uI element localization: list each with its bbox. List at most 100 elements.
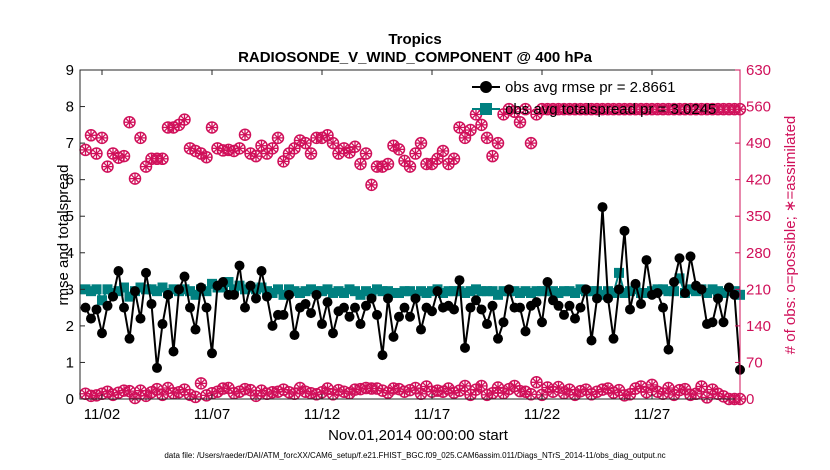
rmse-point xyxy=(146,298,157,309)
spread-point xyxy=(388,287,399,298)
obs-star-d2 xyxy=(224,383,233,393)
footnote: data file: /Users/raeder/DAI/ATM_forcXX/… xyxy=(164,451,665,460)
spread-point xyxy=(289,286,300,297)
rmse-point xyxy=(581,284,591,295)
y-left-tick-label: 9 xyxy=(66,62,74,79)
obs-star-d2 xyxy=(257,141,266,151)
spread-point xyxy=(399,286,410,297)
spread-point xyxy=(663,286,674,297)
x-tick-label: 11/27 xyxy=(634,406,670,423)
spread-point xyxy=(223,277,234,288)
spread-point xyxy=(685,284,696,295)
spread-point xyxy=(218,282,228,293)
spread-point xyxy=(240,284,250,295)
spread-point xyxy=(586,286,597,297)
rmse-point xyxy=(669,277,679,288)
rmse-point xyxy=(564,300,575,311)
obs-upper-point xyxy=(348,140,362,154)
spread-point xyxy=(333,286,344,297)
spread-point xyxy=(146,284,157,295)
rmse-point xyxy=(674,253,685,264)
rmse-point xyxy=(575,302,586,313)
y-left-tick-label: 6 xyxy=(66,172,74,189)
spread-point xyxy=(135,282,146,293)
obs-upper-point xyxy=(464,123,477,137)
spread-point xyxy=(515,287,525,298)
spread-point xyxy=(344,284,355,295)
obs-star-d2 xyxy=(460,381,470,391)
obs-star-d2 xyxy=(581,385,591,394)
spread-point xyxy=(630,284,641,295)
spread-point xyxy=(322,284,333,295)
obs-upper-point xyxy=(491,136,505,150)
obs-upper-point xyxy=(288,142,301,155)
y-right-tick-label: 280 xyxy=(746,245,771,262)
rmse-point xyxy=(366,293,377,304)
obs-star-d2 xyxy=(543,383,552,392)
y-left-tick-label: 0 xyxy=(66,391,74,408)
spread-point xyxy=(350,286,360,297)
spread-point xyxy=(405,286,415,297)
obs-star-d2 xyxy=(367,180,376,190)
rmse-point xyxy=(476,304,487,315)
obs-upper-point xyxy=(249,149,263,163)
rmse-point xyxy=(377,350,388,361)
rmse-point xyxy=(696,284,707,295)
obs-star-d2 xyxy=(493,138,503,148)
rmse-point xyxy=(460,342,470,353)
y-right-tick-label: 0 xyxy=(746,391,754,408)
spread-point xyxy=(449,286,459,297)
obs-upper-point xyxy=(365,178,378,192)
obs-star-d2 xyxy=(345,388,354,398)
spread-point xyxy=(559,286,569,297)
y-axis-left: 0 1 2 3 4 5 6 7 8 9 xyxy=(66,62,85,408)
rmse-point xyxy=(449,304,459,315)
rmse-point xyxy=(482,319,492,330)
rmse-point xyxy=(245,280,256,291)
rmse-point xyxy=(130,286,140,297)
obs-star-d2 xyxy=(570,390,580,400)
spread-point xyxy=(377,286,388,297)
spread-point xyxy=(443,286,454,297)
obs-upper-point xyxy=(392,143,406,156)
spread-point xyxy=(713,286,723,297)
obs-upper-point xyxy=(128,172,142,185)
obs-upper-point xyxy=(431,152,444,166)
obs-upper-point xyxy=(255,139,268,152)
obs-star-d2 xyxy=(361,149,371,158)
spread-point xyxy=(124,291,135,302)
obs-star-d2 xyxy=(350,142,360,152)
rmse-point xyxy=(86,313,96,324)
y-axis-right: 0 70 140 210 280 350 420 490 560 630 xyxy=(735,62,771,408)
obs-upper-point xyxy=(178,113,191,126)
obs-lower-point xyxy=(695,380,708,393)
obs-upper-point xyxy=(469,108,483,121)
chart-subtitle: RADIOSONDE_V_WIND_COMPONENT @ 400 hPa xyxy=(238,49,593,66)
spread-point xyxy=(542,286,553,297)
obs-upper-point xyxy=(508,105,521,119)
rmse-point xyxy=(570,313,580,324)
spread-point xyxy=(564,286,575,297)
spread-point xyxy=(614,267,624,278)
rmse-point xyxy=(603,293,613,304)
obs-star-d2 xyxy=(405,162,415,171)
obs-upper-point xyxy=(134,131,147,145)
obs-star-d2 xyxy=(163,383,173,393)
obs-star-d2 xyxy=(301,138,310,148)
spread-point xyxy=(102,284,113,295)
spread-point xyxy=(531,286,542,297)
rmse-point xyxy=(361,300,371,311)
y-right-tick-label: 210 xyxy=(746,281,771,298)
obs-upper-point xyxy=(205,121,219,134)
spread-point xyxy=(207,278,217,289)
rmse-point xyxy=(394,311,404,322)
legend: obs avg rmse pr = 2.8661 obs avg totalsp… xyxy=(472,79,716,118)
rmse-series xyxy=(80,202,745,375)
x-tick-label: 11/22 xyxy=(524,406,560,423)
x-axis: 11/02 11/07 11/12 11/17 11/22 11/27 xyxy=(84,70,670,423)
spread-point xyxy=(553,287,564,298)
spread-point xyxy=(421,287,432,298)
spread-point xyxy=(201,286,212,297)
obs-star-d2 xyxy=(295,383,305,393)
spread-point xyxy=(300,286,311,297)
